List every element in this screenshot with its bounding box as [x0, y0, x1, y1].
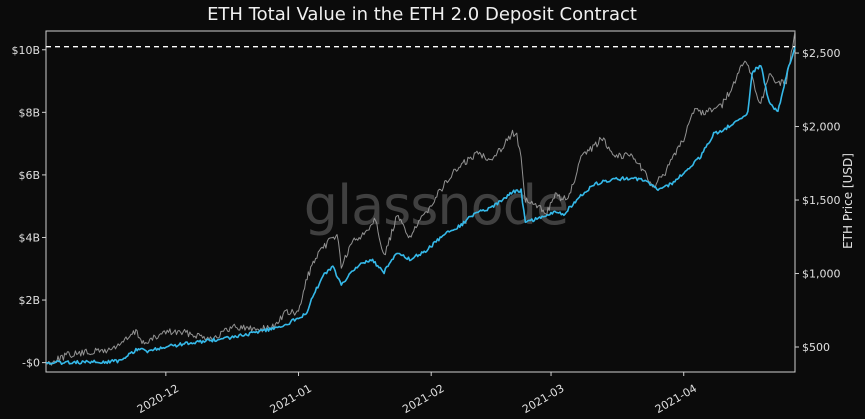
x-tick-label: 2021-02: [400, 382, 446, 416]
left-y-tick-label: $4B: [18, 231, 40, 244]
x-tick-label: 2020-12: [135, 382, 181, 416]
plot-area: [45, 30, 796, 373]
right-y-tick-label: $2,500: [802, 47, 841, 60]
left-y-tick-label: $10B: [11, 44, 40, 57]
right-y-tick-label: $2,000: [802, 121, 841, 134]
right-y-tick-label: $1,000: [802, 268, 841, 281]
chart-title: ETH Total Value in the ETH 2.0 Deposit C…: [207, 4, 637, 25]
total-value-line: [45, 46, 796, 365]
left-y-tick-label: $2B: [18, 294, 40, 307]
eth-price-line: [45, 30, 796, 366]
x-tick-label: 2021-01: [268, 382, 314, 416]
x-tick-label: 2021-03: [520, 382, 566, 416]
right-y-tick-label: $1,500: [802, 194, 841, 207]
left-y-tick-label: -$0: [22, 357, 40, 370]
watermark-text: glassnode: [304, 174, 568, 237]
left-y-tick-label: $8B: [18, 106, 40, 119]
x-tick-label: 2021-04: [653, 382, 699, 416]
right-y-tick-label: $500: [802, 341, 830, 354]
series-layer: [45, 30, 796, 366]
left-y-tick-label: $6B: [18, 169, 40, 182]
right-axis-label: ETH Price [USD]: [841, 153, 855, 249]
